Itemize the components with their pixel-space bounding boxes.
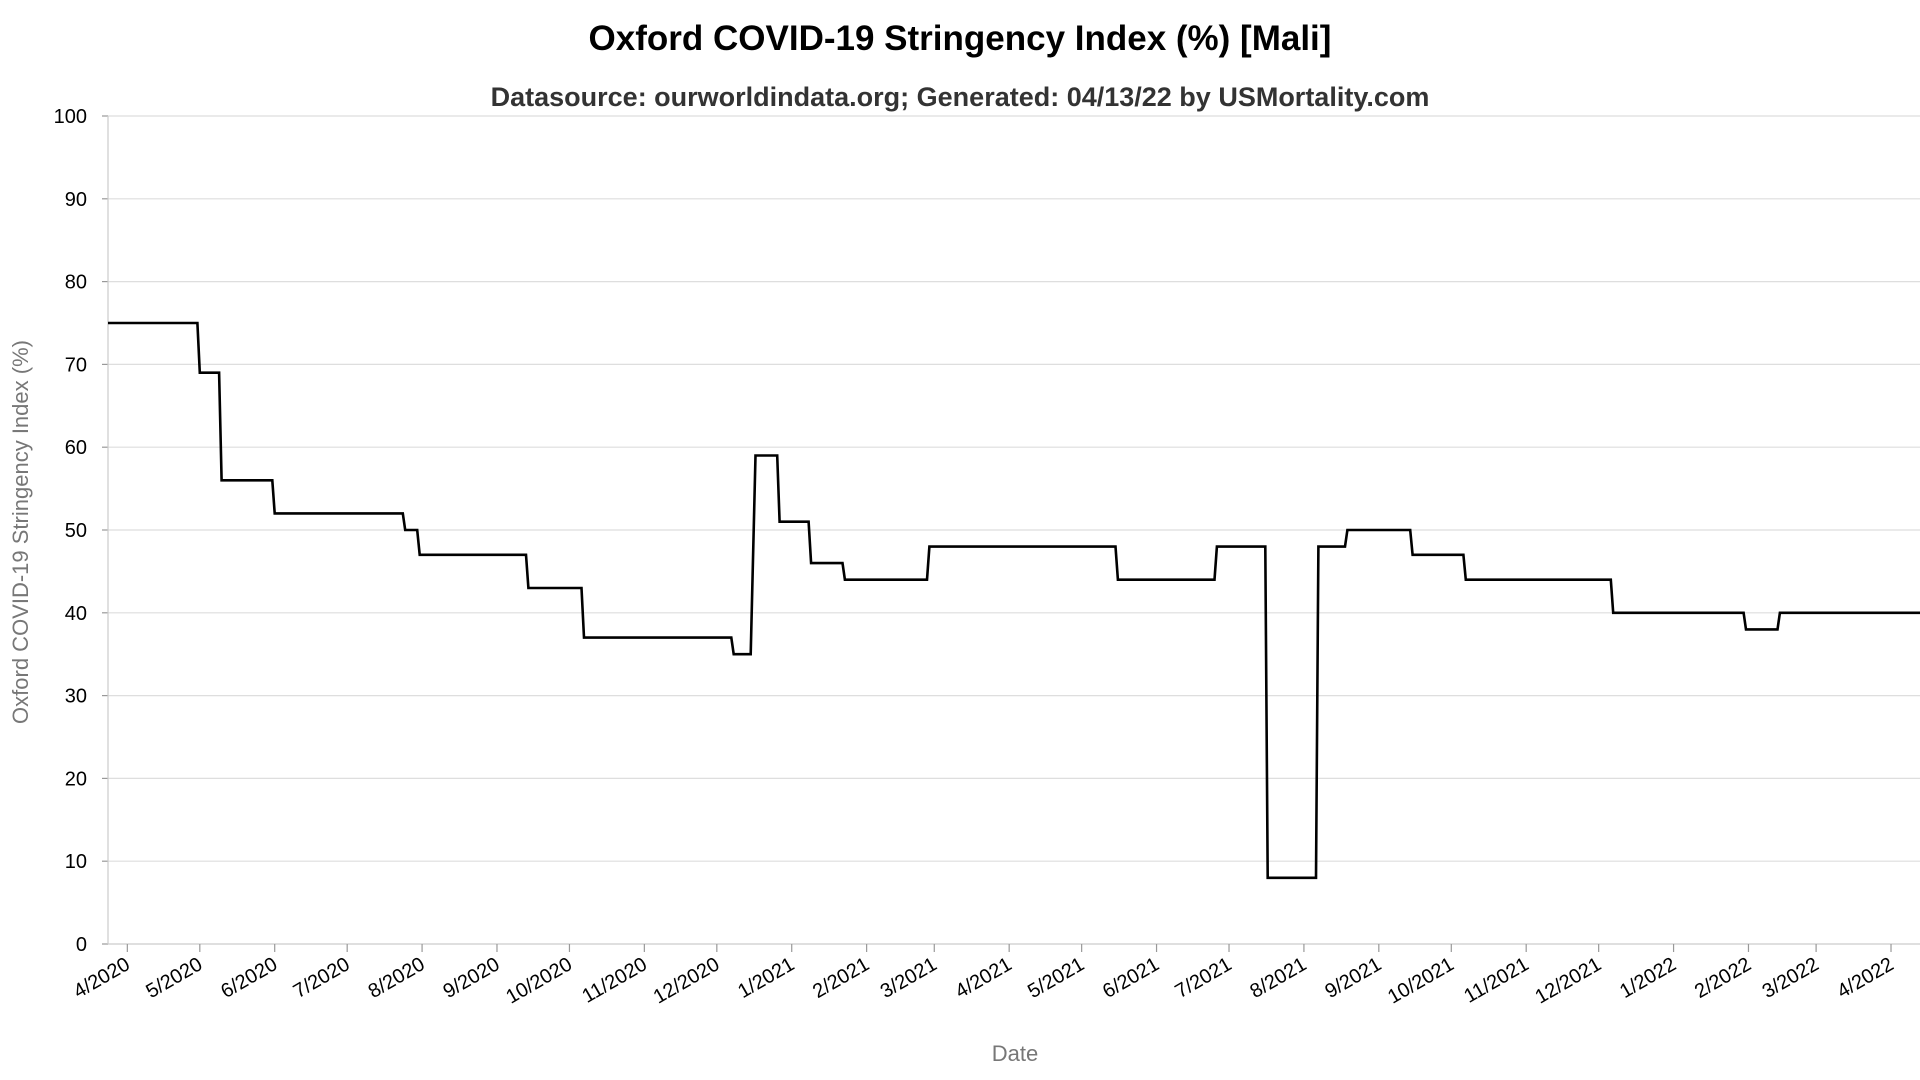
y-tick-label: 70 bbox=[65, 354, 87, 376]
gridlines bbox=[108, 115, 1920, 862]
x-tick-label: 1/2022 bbox=[1616, 953, 1680, 1003]
series-layer bbox=[108, 321, 1920, 880]
x-tick-label: 4/2022 bbox=[1834, 953, 1898, 1003]
x-axis-label: Date bbox=[992, 1041, 1038, 1066]
y-tick-label: 0 bbox=[76, 934, 87, 956]
x-tick-label: 1/2021 bbox=[734, 953, 798, 1003]
y-tick-label: 50 bbox=[65, 520, 87, 542]
x-tick-label: 5/2021 bbox=[1024, 953, 1088, 1003]
x-tick-label: 7/2020 bbox=[290, 953, 354, 1003]
y-tick-label: 30 bbox=[65, 686, 87, 708]
y-tick-label: 20 bbox=[65, 768, 87, 790]
x-tick-label: 9/2021 bbox=[1321, 953, 1385, 1003]
series-line bbox=[108, 321, 1920, 880]
x-tick-label: 3/2022 bbox=[1759, 953, 1823, 1003]
chart-subtitle: Datasource: ourworldindata.org; Generate… bbox=[491, 82, 1430, 112]
y-axis-label: Oxford COVID-19 Stringency Index (%) bbox=[8, 340, 33, 724]
y-tick-label: 90 bbox=[65, 189, 87, 211]
y-tick-label: 40 bbox=[65, 603, 87, 625]
y-tick-label: 80 bbox=[65, 272, 87, 294]
y-tick-label: 10 bbox=[65, 851, 87, 873]
x-tick-label: 6/2021 bbox=[1099, 953, 1163, 1003]
x-tick-label: 12/2020 bbox=[650, 953, 724, 1008]
x-tick-label: 8/2020 bbox=[365, 953, 429, 1003]
y-axis: 0 10 20 30 40 50 60 70 80 90 100 bbox=[54, 106, 109, 956]
y-tick-label: 60 bbox=[65, 437, 87, 459]
x-tick-label: 11/2020 bbox=[579, 953, 651, 1007]
x-tick-label: 7/2021 bbox=[1172, 953, 1236, 1003]
x-tick-label: 2/2022 bbox=[1691, 953, 1755, 1003]
x-tick-label: 11/2021 bbox=[1460, 953, 1532, 1007]
x-axis: 4/2020 5/2020 6/2020 7/2020 8/2020 9/202010/2… bbox=[70, 943, 1920, 1008]
x-tick-label: 8/2021 bbox=[1246, 953, 1310, 1003]
x-tick-label: 10/2020 bbox=[502, 953, 576, 1008]
x-tick-label: 3/2021 bbox=[877, 953, 941, 1003]
x-tick-label: 4/2020 bbox=[70, 953, 134, 1003]
x-tick-label: 6/2020 bbox=[217, 953, 281, 1003]
x-tick-label: 12/2021 bbox=[1532, 953, 1606, 1008]
y-tick-label: 100 bbox=[54, 106, 87, 128]
x-tick-label: 4/2021 bbox=[952, 953, 1016, 1003]
x-tick-label: 9/2020 bbox=[439, 953, 503, 1003]
x-tick-label: 10/2021 bbox=[1384, 953, 1458, 1008]
chart-title: Oxford COVID-19 Stringency Index (%) [Ma… bbox=[589, 19, 1332, 58]
x-tick-label: 2/2021 bbox=[809, 953, 873, 1003]
x-tick-label: 5/2020 bbox=[142, 953, 206, 1003]
